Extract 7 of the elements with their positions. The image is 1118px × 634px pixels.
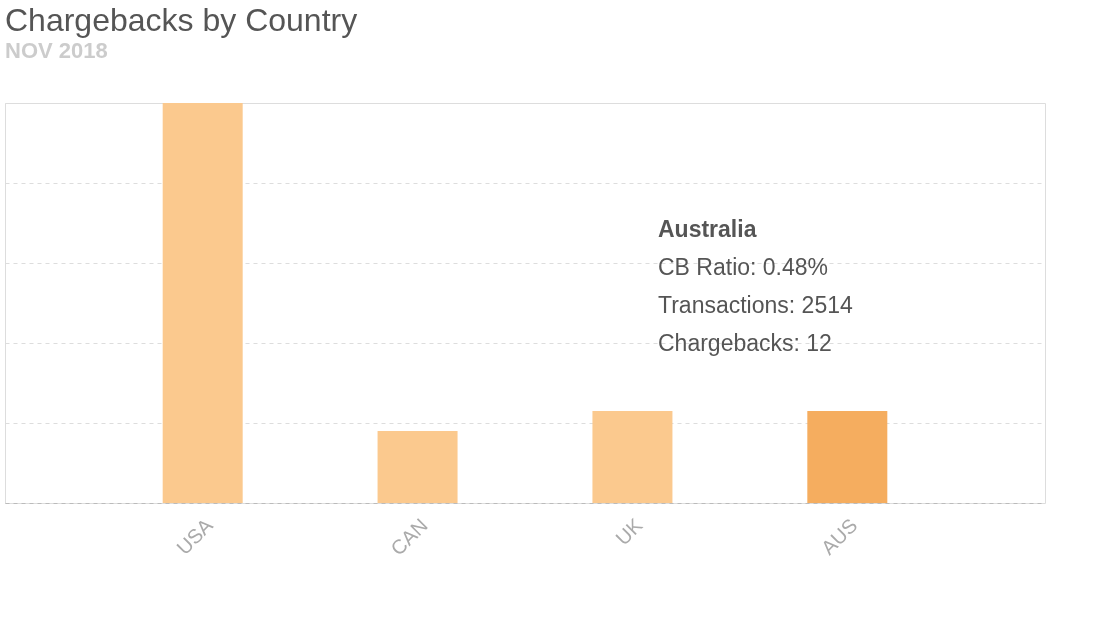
chart-title: Chargebacks by Country <box>5 2 358 38</box>
x-tick-label: UK <box>611 513 648 550</box>
annotation: CB Ratio: 0.48% <box>658 254 829 280</box>
annotation: Chargebacks: 12 <box>658 330 832 356</box>
annotation: Transactions: 2514 <box>658 292 853 318</box>
annotation: Australia <box>658 216 757 242</box>
x-tick-label: USA <box>172 513 218 559</box>
